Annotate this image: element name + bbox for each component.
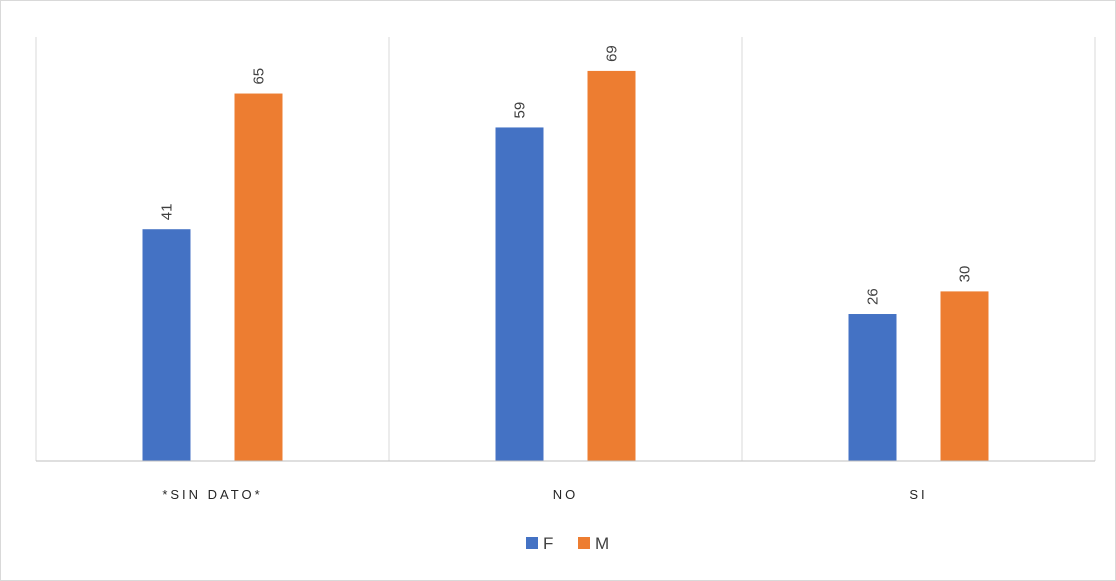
data-label: 41 bbox=[159, 204, 176, 221]
category-labels-group: *SIN DATO* NO SI bbox=[162, 487, 927, 502]
category-label: NO bbox=[553, 487, 579, 502]
category-label: *SIN DATO* bbox=[162, 487, 262, 502]
data-label: 59 bbox=[512, 102, 529, 119]
category-dividers bbox=[35, 37, 1096, 461]
bar-m-2 bbox=[587, 70, 636, 462]
data-label: 65 bbox=[251, 68, 268, 85]
category-label: SI bbox=[909, 487, 927, 502]
data-labels-group: 41 65 59 69 26 30 bbox=[159, 45, 974, 305]
legend-swatch-m bbox=[578, 537, 590, 549]
data-label: 30 bbox=[957, 266, 974, 283]
bar-m-3 bbox=[940, 291, 989, 461]
data-label: 69 bbox=[604, 45, 621, 62]
data-label: 26 bbox=[865, 288, 882, 305]
bar-f-3 bbox=[848, 314, 897, 461]
bar-m-1 bbox=[234, 93, 283, 462]
legend-label-f: F bbox=[543, 534, 553, 553]
bar-f-1 bbox=[142, 229, 191, 461]
bar-f-2 bbox=[495, 127, 544, 461]
legend-label-m: M bbox=[595, 534, 609, 553]
bars-group bbox=[142, 70, 989, 462]
legend-swatch-f bbox=[526, 537, 538, 549]
